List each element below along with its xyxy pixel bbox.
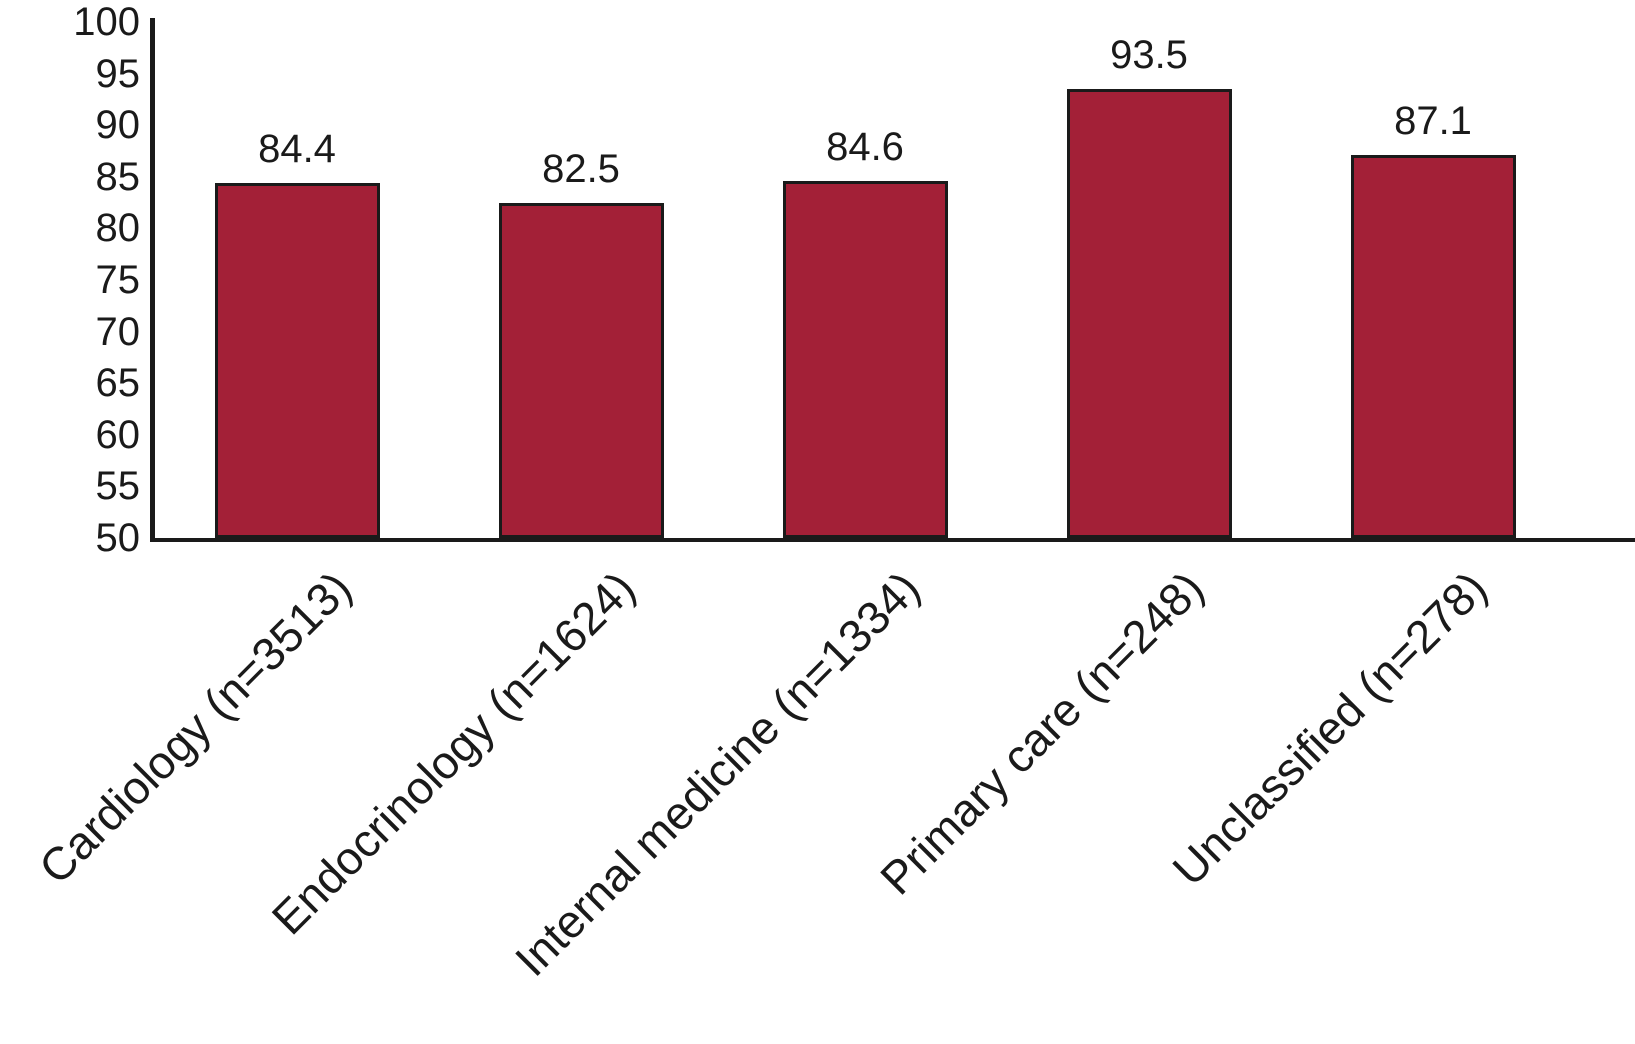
bar-value-label: 93.5 [1110, 33, 1188, 78]
bar-value-label: 84.6 [826, 124, 904, 169]
bar-value-label: 82.5 [542, 146, 620, 191]
x-category-label: Cardiology (n=3513) [28, 561, 362, 894]
bar-slot: 87.1 [1291, 22, 1575, 538]
y-tick-label: 70 [95, 309, 141, 354]
y-axis-line [150, 18, 155, 542]
bars: 84.4 82.5 84.6 93.5 87.1 [155, 22, 1575, 538]
y-tick-label: 80 [95, 206, 141, 251]
bar [1066, 89, 1232, 538]
x-labels: Cardiology (n=3513) Endocrinology (n=1624… [29, 556, 1575, 1044]
y-tick-label: 75 [95, 258, 141, 302]
bar [214, 183, 380, 538]
bar-value-label: 84.4 [258, 127, 336, 171]
bar [782, 180, 948, 538]
y-tick-label: 50 [95, 516, 141, 560]
x-label-slot: Unclassified (n=278) [1163, 556, 1575, 1044]
bar-slot: 84.4 [155, 22, 439, 538]
bar-slot: 84.6 [723, 22, 1007, 538]
y-tick-label: 100 [73, 0, 140, 44]
y-tick-label: 90 [95, 103, 141, 148]
y-tick-label: 85 [95, 154, 141, 199]
y-tick-label: 55 [95, 464, 141, 509]
bar-value-label: 87.1 [1394, 99, 1472, 144]
x-axis-line [150, 538, 1635, 542]
y-tick-label: 60 [95, 412, 141, 457]
y-tick-label: 65 [95, 361, 141, 406]
bar [498, 202, 664, 538]
bar-slot: 93.5 [1007, 22, 1291, 538]
bar-slot: 82.5 [439, 22, 723, 538]
y-tick-label: 95 [95, 51, 141, 96]
bar [1350, 155, 1516, 538]
y-axis-ticks: 100 95 90 85 80 75 70 65 60 55 50 [0, 2, 141, 558]
